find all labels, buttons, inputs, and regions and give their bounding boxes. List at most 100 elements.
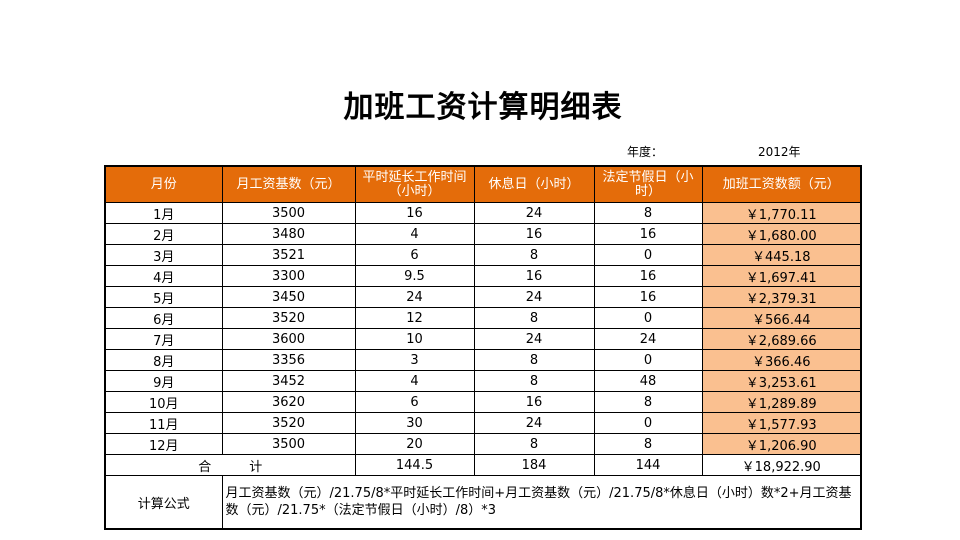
month-cell[interactable]: 1月 bbox=[104, 202, 223, 224]
weekday-overtime-cell[interactable]: 16 bbox=[354, 202, 475, 224]
total-label: 合计 bbox=[198, 459, 301, 475]
base-salary-cell[interactable]: 3521 bbox=[221, 244, 356, 266]
overtime-amount-cell[interactable]: ￥1,577.93 bbox=[701, 412, 862, 434]
overtime-amount-cell[interactable]: ￥2,379.31 bbox=[701, 286, 862, 308]
holiday-hours-cell[interactable]: 8 bbox=[593, 433, 703, 455]
weekday-overtime-cell[interactable]: 4 bbox=[354, 223, 475, 245]
formula-row: 计算公式 月工资基数（元）/21.75/8*平时延长工作时间+月工资基数（元）/… bbox=[104, 475, 862, 530]
base-salary-cell[interactable]: 3520 bbox=[221, 412, 356, 434]
base-salary-cell[interactable]: 3520 bbox=[221, 307, 356, 329]
weekday-overtime-cell[interactable]: 4 bbox=[354, 370, 475, 392]
month-cell[interactable]: 5月 bbox=[104, 286, 223, 308]
weekday-overtime-cell[interactable]: 24 bbox=[354, 286, 475, 308]
base-salary-cell[interactable]: 3450 bbox=[221, 286, 356, 308]
rest-day-hours-cell[interactable]: 16 bbox=[473, 391, 595, 413]
month-cell[interactable]: 2月 bbox=[104, 223, 223, 245]
weekday-overtime-cell[interactable]: 30 bbox=[354, 412, 475, 434]
rest-day-hours-cell[interactable]: 24 bbox=[473, 286, 595, 308]
header-weekday-overtime[interactable]: 平时延长工作时间（小时） bbox=[354, 165, 475, 203]
overtime-amount-cell[interactable]: ￥445.18 bbox=[701, 244, 862, 266]
month-cell[interactable]: 8月 bbox=[104, 349, 223, 371]
base-salary-cell[interactable]: 3500 bbox=[221, 202, 356, 224]
rest-day-hours-cell[interactable]: 8 bbox=[473, 244, 595, 266]
overtime-amount-cell[interactable]: ￥366.46 bbox=[701, 349, 862, 371]
holiday-hours-cell[interactable]: 8 bbox=[593, 202, 703, 224]
table-row: 9月 3452 4 8 48 ￥3,253.61 bbox=[104, 370, 862, 392]
rest-day-hours-cell[interactable]: 24 bbox=[473, 328, 595, 350]
month-cell[interactable]: 6月 bbox=[104, 307, 223, 329]
header-base-salary[interactable]: 月工资基数（元） bbox=[221, 165, 356, 203]
header-rest-day-hours[interactable]: 休息日（小时） bbox=[473, 165, 595, 203]
overtime-amount-cell[interactable]: ￥1,206.90 bbox=[701, 433, 862, 455]
table-row: 11月 3520 30 24 0 ￥1,577.93 bbox=[104, 412, 862, 434]
table-row: 6月 3520 12 8 0 ￥566.44 bbox=[104, 307, 862, 329]
total-label-cell[interactable]: 合计 bbox=[104, 454, 356, 476]
month-cell[interactable]: 11月 bbox=[104, 412, 223, 434]
holiday-hours-cell[interactable]: 48 bbox=[593, 370, 703, 392]
base-salary-cell[interactable]: 3356 bbox=[221, 349, 356, 371]
formula-label[interactable]: 计算公式 bbox=[104, 475, 223, 530]
holiday-hours-cell[interactable]: 0 bbox=[593, 349, 703, 371]
base-salary-cell[interactable]: 3452 bbox=[221, 370, 356, 392]
table-row: 2月 3480 4 16 16 ￥1,680.00 bbox=[104, 223, 862, 245]
header-month[interactable]: 月份 bbox=[104, 165, 223, 203]
table-row: 10月 3620 6 16 8 ￥1,289.89 bbox=[104, 391, 862, 413]
total-overtime-hours[interactable]: 144.5 bbox=[354, 454, 475, 476]
formula-text[interactable]: 月工资基数（元）/21.75/8*平时延长工作时间+月工资基数（元）/21.75… bbox=[221, 475, 862, 530]
weekday-overtime-cell[interactable]: 3 bbox=[354, 349, 475, 371]
table-row: 12月 3500 20 8 8 ￥1,206.90 bbox=[104, 433, 862, 455]
overtime-amount-cell[interactable]: ￥1,680.00 bbox=[701, 223, 862, 245]
table-row: 8月 3356 3 8 0 ￥366.46 bbox=[104, 349, 862, 371]
base-salary-cell[interactable]: 3500 bbox=[221, 433, 356, 455]
rest-day-hours-cell[interactable]: 8 bbox=[473, 307, 595, 329]
total-row: 合计 144.5 184 144 ￥18,922.90 bbox=[104, 454, 862, 476]
rest-day-hours-cell[interactable]: 8 bbox=[473, 433, 595, 455]
overtime-pay-table: 月份 月工资基数（元） 平时延长工作时间（小时） 休息日（小时） 法定节假日（小… bbox=[104, 165, 862, 530]
base-salary-cell[interactable]: 3600 bbox=[221, 328, 356, 350]
overtime-amount-cell[interactable]: ￥1,289.89 bbox=[701, 391, 862, 413]
header-holiday-hours[interactable]: 法定节假日（小时） bbox=[593, 165, 703, 203]
total-holiday-hours[interactable]: 144 bbox=[593, 454, 703, 476]
rest-day-hours-cell[interactable]: 24 bbox=[473, 412, 595, 434]
holiday-hours-cell[interactable]: 16 bbox=[593, 265, 703, 287]
rest-day-hours-cell[interactable]: 16 bbox=[473, 265, 595, 287]
weekday-overtime-cell[interactable]: 6 bbox=[354, 244, 475, 266]
overtime-amount-cell[interactable]: ￥1,770.11 bbox=[701, 202, 862, 224]
holiday-hours-cell[interactable]: 0 bbox=[593, 244, 703, 266]
weekday-overtime-cell[interactable]: 10 bbox=[354, 328, 475, 350]
rest-day-hours-cell[interactable]: 8 bbox=[473, 349, 595, 371]
holiday-hours-cell[interactable]: 8 bbox=[593, 391, 703, 413]
holiday-hours-cell[interactable]: 0 bbox=[593, 307, 703, 329]
month-cell[interactable]: 7月 bbox=[104, 328, 223, 350]
month-cell[interactable]: 4月 bbox=[104, 265, 223, 287]
holiday-hours-cell[interactable]: 16 bbox=[593, 223, 703, 245]
header-row: 月份 月工资基数（元） 平时延长工作时间（小时） 休息日（小时） 法定节假日（小… bbox=[104, 165, 862, 203]
weekday-overtime-cell[interactable]: 9.5 bbox=[354, 265, 475, 287]
overtime-amount-cell[interactable]: ￥3,253.61 bbox=[701, 370, 862, 392]
base-salary-cell[interactable]: 3480 bbox=[221, 223, 356, 245]
holiday-hours-cell[interactable]: 24 bbox=[593, 328, 703, 350]
holiday-hours-cell[interactable]: 0 bbox=[593, 412, 703, 434]
month-cell[interactable]: 10月 bbox=[104, 391, 223, 413]
overtime-amount-cell[interactable]: ￥1,697.41 bbox=[701, 265, 862, 287]
month-cell[interactable]: 9月 bbox=[104, 370, 223, 392]
year-value[interactable]: 2012年 bbox=[758, 145, 801, 159]
weekday-overtime-cell[interactable]: 20 bbox=[354, 433, 475, 455]
total-rest-day-hours[interactable]: 184 bbox=[473, 454, 595, 476]
weekday-overtime-cell[interactable]: 6 bbox=[354, 391, 475, 413]
rest-day-hours-cell[interactable]: 16 bbox=[473, 223, 595, 245]
rest-day-hours-cell[interactable]: 8 bbox=[473, 370, 595, 392]
page-title: 加班工资计算明细表 bbox=[343, 90, 623, 125]
weekday-overtime-cell[interactable]: 12 bbox=[354, 307, 475, 329]
rest-day-hours-cell[interactable]: 24 bbox=[473, 202, 595, 224]
holiday-hours-cell[interactable]: 16 bbox=[593, 286, 703, 308]
month-cell[interactable]: 12月 bbox=[104, 433, 223, 455]
base-salary-cell[interactable]: 3620 bbox=[221, 391, 356, 413]
header-overtime-amount[interactable]: 加班工资数额（元） bbox=[701, 165, 862, 203]
overtime-amount-cell[interactable]: ￥566.44 bbox=[701, 307, 862, 329]
month-cell[interactable]: 3月 bbox=[104, 244, 223, 266]
base-salary-cell[interactable]: 3300 bbox=[221, 265, 356, 287]
overtime-amount-cell[interactable]: ￥2,689.66 bbox=[701, 328, 862, 350]
total-amount[interactable]: ￥18,922.90 bbox=[701, 454, 862, 476]
table-row: 4月 3300 9.5 16 16 ￥1,697.41 bbox=[104, 265, 862, 287]
